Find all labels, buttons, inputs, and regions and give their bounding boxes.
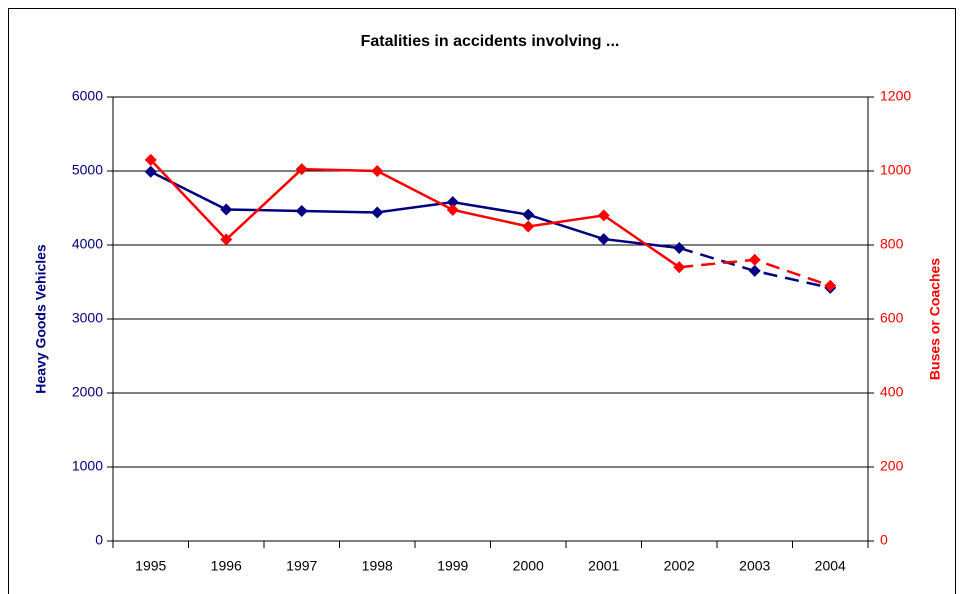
y-tick-label: 0	[95, 532, 103, 548]
marker	[220, 203, 233, 216]
y2-tick-label: 200	[880, 458, 904, 474]
y2-tick-label: 0	[880, 532, 888, 548]
x-tick-label: 2000	[513, 558, 544, 574]
marker	[295, 163, 308, 176]
y-tick-label: 2000	[72, 384, 103, 400]
marker	[522, 220, 535, 233]
x-tick-label: 1996	[211, 558, 242, 574]
y-tick-label: 5000	[72, 162, 103, 178]
chart-frame	[8, 8, 956, 594]
marker	[748, 264, 761, 277]
y2-tick-label: 600	[880, 310, 904, 326]
marker	[371, 206, 384, 219]
marker	[673, 241, 686, 254]
marker	[824, 279, 837, 292]
y2-tick-label: 400	[880, 384, 904, 400]
x-tick-label: 2001	[588, 558, 619, 574]
marker	[597, 209, 610, 222]
y-axis-title: Heavy Goods Vehicles	[33, 244, 49, 394]
chart-title: Fatalities in accidents involving ...	[361, 33, 620, 50]
x-tick-label: 2003	[739, 558, 770, 574]
y-tick-label: 6000	[72, 88, 103, 104]
x-tick-label: 2002	[664, 558, 695, 574]
line	[150, 170, 680, 250]
y2-tick-label: 800	[880, 236, 904, 252]
y-tick-label: 4000	[72, 236, 103, 252]
y2-axis-title: Buses or Coaches	[927, 258, 943, 380]
marker	[295, 204, 308, 217]
y2-tick-label: 1200	[880, 88, 911, 104]
marker	[446, 196, 459, 209]
marker	[597, 233, 610, 246]
y-tick-label: 1000	[72, 458, 103, 474]
y2-tick-label: 1000	[880, 162, 911, 178]
line	[149, 159, 680, 269]
x-tick-label: 1995	[135, 558, 166, 574]
marker	[144, 153, 157, 166]
x-tick-label: 1997	[286, 558, 317, 574]
x-tick-label: 2004	[815, 558, 846, 574]
y-tick-label: 3000	[72, 310, 103, 326]
x-tick-label: 1998	[362, 558, 393, 574]
marker	[144, 165, 157, 178]
marker	[371, 165, 384, 177]
marker	[748, 253, 761, 266]
marker	[446, 203, 459, 216]
marker	[673, 261, 686, 274]
marker	[220, 233, 233, 246]
x-tick-label: 1999	[437, 558, 468, 574]
marker	[522, 208, 535, 221]
